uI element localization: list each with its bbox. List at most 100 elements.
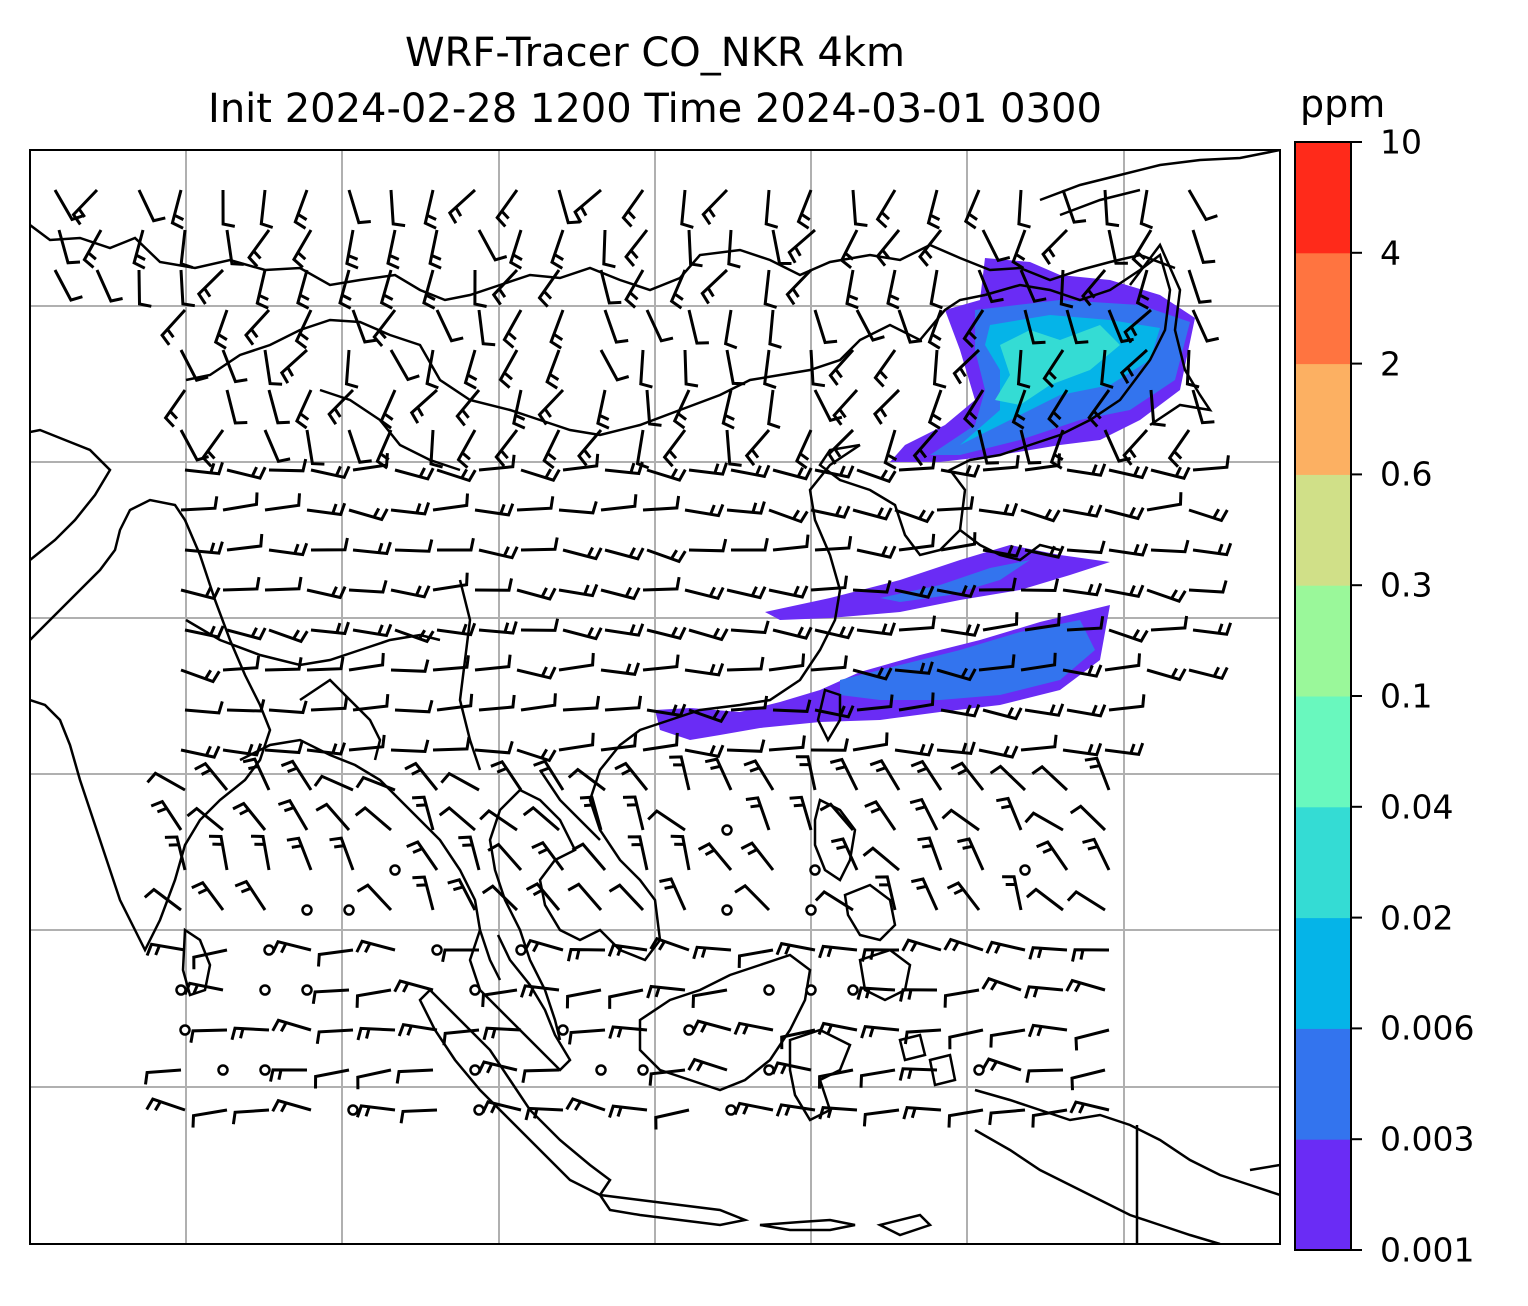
calm-wind-marker — [725, 1104, 737, 1116]
wind-barb — [264, 576, 303, 592]
wind-barb — [768, 508, 809, 524]
wind-barb — [271, 1018, 312, 1033]
calm-wind-marker — [259, 1064, 271, 1076]
wind-barb — [184, 625, 225, 639]
wind-barb — [184, 541, 224, 555]
wind-barb — [701, 188, 729, 226]
wind-barb — [436, 693, 474, 712]
colorbar — [1295, 142, 1351, 1251]
wind-barb — [996, 796, 1023, 831]
wind-barb — [727, 229, 741, 269]
wind-barb — [397, 1023, 438, 1037]
wind-barb — [579, 795, 603, 831]
wind-barb — [478, 454, 516, 472]
wind-barb — [940, 704, 981, 718]
wind-barb — [795, 755, 817, 791]
wind-barb — [409, 388, 439, 424]
wind-barb — [977, 269, 1004, 304]
wind-barb — [347, 429, 372, 464]
wind-barb — [482, 1026, 522, 1041]
wind-barb — [691, 1019, 732, 1033]
wind-barb — [351, 309, 377, 344]
wind-barb — [978, 745, 1019, 759]
wind-barb — [647, 809, 686, 832]
wind-barb — [621, 189, 645, 228]
wind-barb — [862, 1108, 900, 1127]
wind-barb — [903, 1028, 942, 1045]
wind-barb — [814, 705, 855, 719]
wind-barb — [725, 349, 746, 386]
wind-barb — [1192, 542, 1233, 557]
wind-barb — [1069, 804, 1107, 832]
wind-barb — [768, 735, 806, 752]
wind-barb — [768, 585, 809, 599]
wind-barb — [478, 694, 516, 712]
calm-wind-circles — [175, 824, 1031, 1116]
wind-barb — [184, 461, 224, 476]
calm-wind-marker — [263, 944, 275, 956]
wind-barb — [839, 229, 859, 269]
wind-barb — [393, 979, 434, 993]
wind-barb — [962, 309, 985, 348]
wind-barb — [310, 696, 349, 712]
wind-barb — [356, 1068, 392, 1090]
wind-barb — [1108, 543, 1149, 557]
wind-barb — [818, 1068, 854, 1089]
wind-barb — [186, 806, 224, 832]
wind-barb — [1020, 652, 1057, 672]
wind-barb — [558, 652, 595, 672]
wind-barb — [463, 349, 478, 390]
wind-barb — [743, 759, 775, 791]
wind-barb — [271, 1098, 312, 1113]
wind-barb — [772, 626, 813, 640]
wind-barb — [599, 269, 622, 305]
wind-barb — [1041, 228, 1069, 266]
wind-barb — [234, 879, 267, 911]
wind-barb — [352, 541, 392, 556]
wind-barb — [1020, 578, 1060, 593]
wind-barb — [379, 389, 397, 430]
wind-barb — [989, 1028, 1026, 1048]
wind-barb — [861, 948, 900, 962]
wind-barb — [268, 628, 309, 644]
wind-barb — [550, 229, 565, 270]
wind-barb — [264, 740, 304, 755]
wind-barb — [432, 736, 471, 752]
wind-barb — [1150, 539, 1190, 554]
colorbar-tick-label: 0.04 — [1380, 787, 1454, 827]
wind-barb — [645, 309, 674, 343]
wind-barb — [226, 699, 266, 713]
wind-barb — [542, 429, 561, 470]
wind-barb — [1011, 389, 1027, 430]
wind-barb — [726, 656, 765, 672]
wind-barb — [1104, 742, 1145, 757]
wind-barb — [604, 695, 643, 712]
wind-barb — [53, 269, 83, 302]
wind-barb — [347, 189, 371, 225]
wind-barb — [763, 269, 778, 309]
wind-barb — [726, 739, 766, 753]
wind-barb — [390, 585, 431, 599]
wind-barb — [814, 465, 855, 479]
calm-wind-marker — [217, 1064, 229, 1076]
wind-barb — [1070, 1068, 1106, 1091]
wind-barb — [348, 580, 388, 594]
wind-barb — [226, 533, 264, 552]
wind-barb — [982, 706, 1023, 721]
wind-barb — [264, 493, 301, 512]
wind-barb — [394, 699, 434, 714]
wind-barb — [684, 744, 725, 758]
wind-barb — [859, 1068, 896, 1088]
wind-barb — [875, 189, 897, 229]
wind-barb — [902, 1106, 942, 1120]
wind-barb — [268, 458, 308, 473]
wind-barb — [1066, 540, 1106, 555]
wind-barb — [989, 764, 1027, 792]
wind-barb — [627, 835, 649, 871]
wind-barb — [1019, 269, 1047, 303]
wind-barb — [929, 269, 943, 310]
wind-barb — [1150, 615, 1189, 632]
wind-barb — [1066, 463, 1107, 477]
calm-wind-marker — [763, 1064, 775, 1076]
wind-barb — [226, 627, 267, 641]
